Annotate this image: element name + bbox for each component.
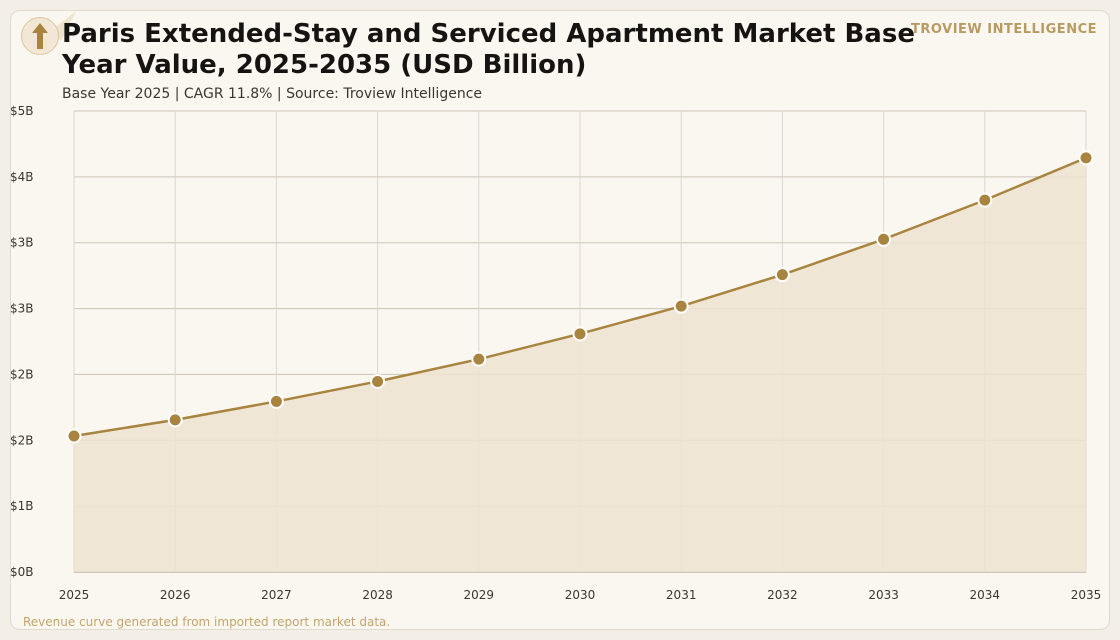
data-point [370, 373, 386, 389]
x-tick-label: 2026 [160, 588, 191, 602]
x-tick-label: 2030 [565, 588, 596, 602]
x-tick-label: 2029 [464, 588, 495, 602]
y-tick-label: $3B [10, 236, 34, 250]
x-tick-label: 2031 [666, 588, 697, 602]
x-tick-label: 2027 [261, 588, 292, 602]
data-point [572, 326, 588, 342]
data-point [167, 412, 183, 428]
y-tick-label: $2B [10, 367, 34, 381]
x-tick-label: 2032 [767, 588, 798, 602]
brand-label: TROVIEW INTELLIGENCE [911, 22, 1097, 37]
data-point [1078, 150, 1094, 166]
data-point [673, 298, 689, 314]
y-tick-label: $3B [10, 302, 34, 316]
series-area [74, 157, 1086, 572]
data-point [268, 393, 284, 409]
chart-title: Paris Extended-Stay and Serviced Apartme… [62, 19, 915, 80]
chart-subtitle: Base Year 2025 | CAGR 11.8% | Source: Tr… [62, 86, 483, 102]
up-arrow-icon [32, 23, 48, 49]
data-point [774, 267, 790, 283]
y-tick-label: $4B [10, 170, 34, 184]
data-point [66, 428, 82, 444]
y-tick-label: $0B [10, 565, 34, 579]
y-tick-label: $1B [10, 499, 34, 513]
footnote: Revenue curve generated from imported re… [23, 615, 391, 629]
x-tick-label: 2033 [868, 588, 899, 602]
data-point [977, 192, 993, 208]
x-tick-label: 2034 [970, 588, 1001, 602]
x-tick-label: 2025 [59, 588, 90, 602]
y-tick-label: $2B [10, 433, 34, 447]
logo-badge [21, 17, 59, 55]
x-tick-label: 2028 [362, 588, 393, 602]
x-tick-label: 2035 [1071, 588, 1102, 602]
y-tick-label: $5B [10, 104, 34, 118]
data-point [876, 231, 892, 247]
data-point [471, 351, 487, 367]
